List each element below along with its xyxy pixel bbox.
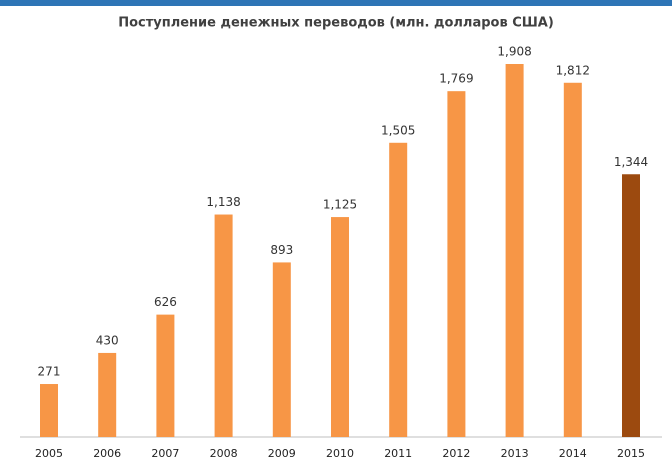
value-label: 1,812 — [556, 63, 590, 77]
bar — [156, 314, 175, 437]
x-tick-label: 2013 — [501, 447, 529, 460]
bar — [505, 64, 524, 437]
x-tick-label: 2012 — [442, 447, 470, 460]
bar — [331, 217, 349, 437]
bar — [272, 262, 291, 437]
value-label: 893 — [270, 243, 293, 257]
bar — [40, 384, 58, 437]
value-label: 271 — [38, 365, 61, 379]
x-tick-label: 2009 — [268, 447, 296, 460]
value-label: 1,908 — [497, 45, 531, 59]
bar — [622, 174, 640, 437]
bar — [98, 352, 117, 437]
x-tick-label: 2015 — [617, 447, 645, 460]
value-label: 430 — [96, 333, 119, 347]
value-label: 1,769 — [439, 72, 473, 86]
x-tick-label: 2006 — [93, 447, 121, 460]
value-label: 1,344 — [614, 155, 648, 169]
x-tick-label: 2008 — [210, 447, 238, 460]
x-tick-label: 2005 — [35, 447, 63, 460]
value-label: 1,138 — [206, 195, 240, 209]
bar — [563, 82, 582, 437]
x-tick-label: 2014 — [559, 447, 587, 460]
chart-title: Поступление денежных переводов (млн. дол… — [118, 16, 554, 31]
x-tick-label: 2007 — [151, 447, 179, 460]
x-tick-label: 2011 — [384, 447, 412, 460]
value-label: 626 — [154, 295, 177, 309]
top-banner — [0, 0, 672, 6]
x-tick-label: 2010 — [326, 447, 354, 460]
value-label: 1,505 — [381, 123, 415, 137]
value-label: 1,125 — [323, 198, 357, 212]
bar — [214, 214, 233, 437]
bar — [447, 91, 466, 438]
bar — [389, 142, 408, 437]
